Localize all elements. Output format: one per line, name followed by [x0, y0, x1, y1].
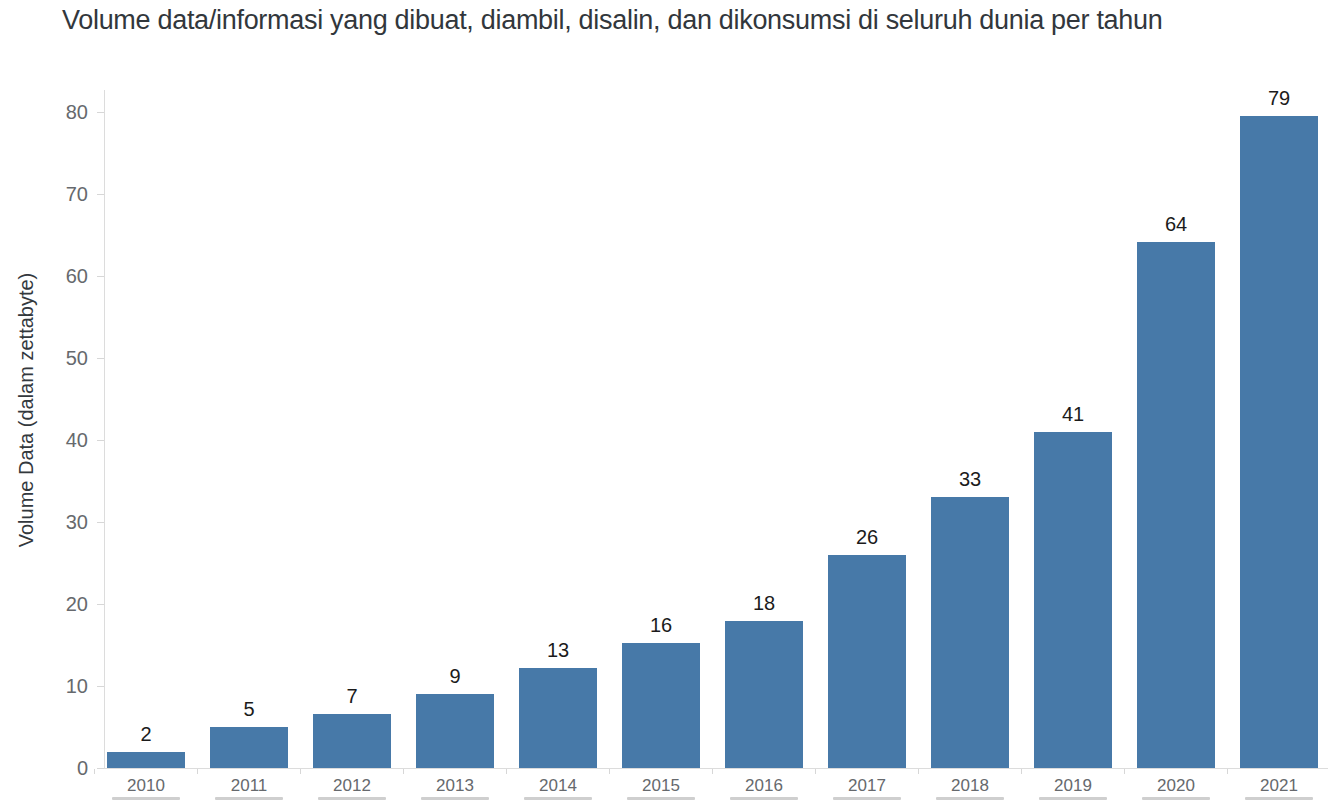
x-tick-label: 2020	[1131, 776, 1221, 796]
x-tick-label: 2015	[616, 776, 706, 796]
x-tick-mark	[94, 769, 95, 774]
x-tick-mark	[506, 769, 507, 774]
bar-value-label: 7	[310, 685, 394, 708]
x-tick-mark	[712, 769, 713, 774]
y-tick-label: 20	[30, 593, 88, 615]
y-tick-label: 30	[30, 511, 88, 533]
bar-value-label: 16	[619, 614, 703, 637]
bar[interactable]	[1240, 116, 1318, 768]
bar[interactable]	[622, 643, 700, 768]
bar[interactable]	[107, 752, 185, 768]
x-tick-mark	[609, 769, 610, 774]
bar-value-label: 64	[1134, 213, 1218, 236]
y-tick-label: 50	[30, 347, 88, 369]
x-tick-mark	[815, 769, 816, 774]
bar-chart: Volume data/informasi yang dibuat, diamb…	[0, 0, 1328, 800]
x-tick-mark	[1227, 769, 1228, 774]
y-tick-label: 80	[30, 101, 88, 123]
y-tick-label: 10	[30, 675, 88, 697]
y-tick-mark	[97, 768, 104, 769]
y-tick-mark	[97, 686, 104, 687]
x-tick-label: 2017	[822, 776, 912, 796]
y-axis-title: Volume Data (dalam zettabyte)	[15, 273, 38, 548]
bar-value-label: 18	[722, 592, 806, 615]
x-tick-label: 2016	[719, 776, 809, 796]
bar-value-label: 9	[413, 665, 497, 688]
y-tick-mark	[97, 440, 104, 441]
bar[interactable]	[519, 668, 597, 768]
x-tick-label: 2021	[1234, 776, 1324, 796]
y-tick-mark	[97, 276, 104, 277]
chart-title: Volume data/informasi yang dibuat, diamb…	[62, 5, 1162, 36]
x-tick-mark	[197, 769, 198, 774]
y-tick-label: 60	[30, 265, 88, 287]
bar[interactable]	[1034, 432, 1112, 768]
y-tick-label: 40	[30, 429, 88, 451]
y-axis-line	[104, 90, 105, 768]
x-tick-label: 2010	[101, 776, 191, 796]
x-tick-mark	[1124, 769, 1125, 774]
y-tick-mark	[97, 112, 104, 113]
bar[interactable]	[210, 727, 288, 768]
bar-value-label: 79	[1237, 87, 1321, 110]
bar[interactable]	[931, 497, 1009, 768]
bar[interactable]	[725, 621, 803, 768]
bar-value-label: 41	[1031, 403, 1115, 426]
x-tick-label: 2019	[1028, 776, 1118, 796]
bar-value-label: 13	[516, 639, 600, 662]
x-tick-label: 2012	[307, 776, 397, 796]
x-tick-mark	[403, 769, 404, 774]
bar[interactable]	[828, 555, 906, 768]
x-tick-label: 2014	[513, 776, 603, 796]
y-tick-mark	[97, 604, 104, 605]
y-tick-mark	[97, 194, 104, 195]
bar-value-label: 2	[104, 723, 188, 746]
bar[interactable]	[313, 714, 391, 768]
x-tick-mark	[918, 769, 919, 774]
y-tick-mark	[97, 522, 104, 523]
x-tick-label: 2011	[204, 776, 294, 796]
y-tick-label: 0	[30, 757, 88, 779]
bar[interactable]	[416, 694, 494, 768]
bar[interactable]	[1137, 242, 1215, 768]
y-tick-label: 70	[30, 183, 88, 205]
bar-value-label: 26	[825, 526, 909, 549]
x-tick-label: 2018	[925, 776, 1015, 796]
x-tick-label: 2013	[410, 776, 500, 796]
bar-value-label: 33	[928, 468, 1012, 491]
bar-value-label: 5	[207, 698, 291, 721]
x-tick-mark	[1021, 769, 1022, 774]
x-axis-line	[104, 768, 1328, 769]
x-tick-mark	[300, 769, 301, 774]
y-tick-mark	[97, 358, 104, 359]
